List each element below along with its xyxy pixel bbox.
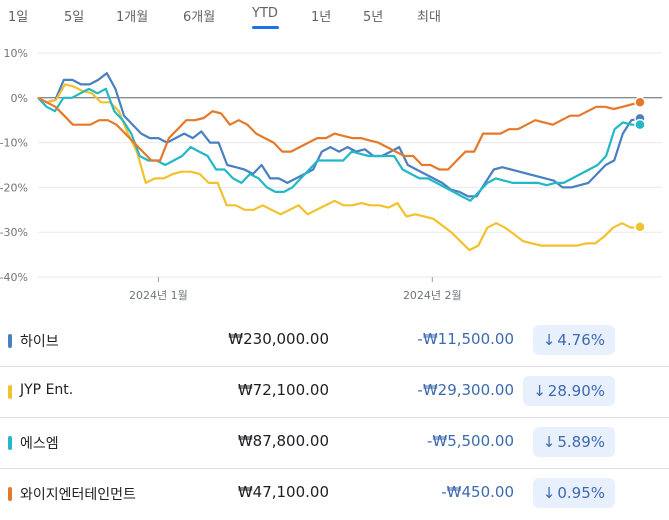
series-color-swatch — [8, 436, 12, 450]
series-line-0 — [37, 72, 641, 198]
stock-change: -₩5,500.00 — [426, 432, 514, 450]
percent-change-value: 5.89% — [557, 433, 605, 451]
stock-name: JYP Ent. — [20, 382, 74, 398]
stock-name: 와이지엔터테인먼트 — [20, 487, 136, 503]
stock-row-sm[interactable]: 에스엠 ₩87,800.00 -₩5,500.00 ↓ 5.89% — [0, 418, 669, 469]
y-tick-label: 0% — [11, 92, 28, 105]
stock-row-hybe[interactable]: 하이브 ₩230,000.00 -₩11,500.00 ↓ 4.76% — [0, 316, 669, 367]
down-arrow-icon: ↓ — [542, 331, 556, 349]
x-tick-label: 2024년 2월 — [403, 289, 462, 302]
series-color-swatch — [8, 334, 12, 348]
percent-change-badge: ↓ 4.76% — [532, 325, 615, 355]
tab-1y[interactable]: 1년 — [311, 10, 332, 25]
percent-change-value: 4.76% — [557, 331, 605, 349]
percent-change-value: 28.90% — [547, 382, 605, 400]
percent-change-value: 0.95% — [557, 484, 605, 502]
down-arrow-icon: ↓ — [542, 484, 556, 502]
stock-change: -₩29,300.00 — [417, 381, 514, 399]
tab-1d[interactable]: 1일 — [8, 10, 29, 25]
percent-change-badge: ↓ 5.89% — [532, 427, 615, 457]
stock-price: ₩87,800.00 — [237, 432, 329, 450]
tab-5y[interactable]: 5년 — [363, 10, 384, 25]
tab-1m[interactable]: 1개월 — [116, 10, 149, 25]
stock-list: 하이브 ₩230,000.00 -₩11,500.00 ↓ 4.76% JYP E… — [0, 316, 669, 519]
series-end-marker-1 — [634, 221, 646, 233]
series-end-marker-3 — [634, 96, 646, 109]
x-tick-label: 2024년 1월 — [129, 289, 188, 302]
range-tabs: 1일 5일 1개월 6개월 YTD 1년 5년 최대 — [0, 0, 669, 30]
series-line-1 — [37, 83, 641, 252]
series-end-marker-2 — [634, 118, 646, 131]
y-tick-label: -20% — [0, 181, 28, 194]
stock-row-yg[interactable]: 와이지엔터테인먼트 ₩47,100.00 -₩450.00 ↓ 0.95% — [0, 469, 669, 519]
stock-name: 하이브 — [20, 334, 59, 350]
y-tick-label: -40% — [0, 271, 28, 284]
down-arrow-icon: ↓ — [542, 433, 556, 451]
percent-change-badge: ↓ 0.95% — [532, 478, 615, 508]
stock-change: -₩450.00 — [441, 483, 514, 501]
series-line-2 — [37, 87, 640, 202]
stock-price: ₩47,100.00 — [237, 483, 329, 501]
y-tick-label: -10% — [0, 137, 28, 150]
down-arrow-icon: ↓ — [533, 382, 546, 400]
tab-ytd[interactable]: YTD — [252, 6, 278, 21]
y-tick-label: 10% — [4, 47, 28, 60]
stock-row-jyp[interactable]: JYP Ent. ₩72,100.00 -₩29,300.00 ↓ 28.90% — [0, 367, 669, 418]
tab-max[interactable]: 최대 — [417, 10, 441, 25]
y-tick-label: -30% — [0, 226, 28, 239]
stock-name: 에스엠 — [20, 436, 59, 452]
stock-price: ₩230,000.00 — [228, 330, 329, 348]
series-color-swatch — [8, 385, 12, 399]
active-tab-indicator — [252, 26, 279, 29]
series-color-swatch — [8, 487, 12, 501]
series-line-3 — [37, 96, 641, 171]
stock-change: -₩11,500.00 — [417, 330, 514, 348]
tab-6m[interactable]: 6개월 — [183, 10, 216, 25]
tab-5d[interactable]: 5일 — [64, 10, 85, 25]
stock-price: ₩72,100.00 — [237, 381, 329, 399]
comparison-line-chart: 10% 0% -10% -20% -30% -40% 2024년 1월 2024년 2월 — [0, 47, 662, 302]
percent-change-badge: ↓ 28.90% — [523, 376, 615, 406]
